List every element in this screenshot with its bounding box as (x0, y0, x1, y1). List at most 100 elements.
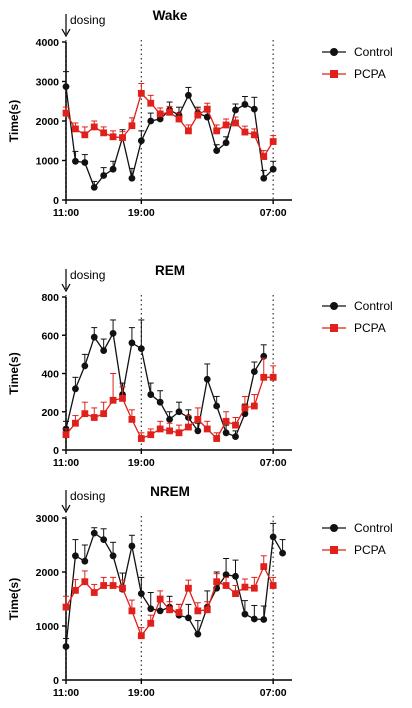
data-point (203, 606, 211, 614)
data-point (137, 632, 145, 640)
chart-title: REM (155, 263, 185, 278)
data-point (109, 396, 117, 404)
data-point (241, 128, 249, 136)
data-point (185, 614, 192, 622)
x-tick-label: 07:00 (260, 457, 287, 469)
data-point (194, 427, 202, 435)
dosing-label: dosing (70, 13, 105, 27)
data-point (81, 159, 89, 166)
y-tick-label: 2000 (36, 567, 60, 579)
data-point (147, 605, 155, 613)
data-point (232, 572, 239, 580)
data-point (222, 417, 230, 425)
data-point (156, 398, 164, 406)
data-point (100, 347, 108, 354)
y-axis-title: Time(s) (7, 100, 21, 142)
data-point (185, 91, 192, 99)
data-point (260, 153, 268, 160)
data-point (100, 536, 108, 543)
data-point (213, 578, 221, 586)
data-point (232, 433, 239, 441)
y-tick-label: 0 (53, 445, 59, 457)
series-pcpa (62, 555, 277, 640)
data-point (81, 557, 89, 565)
data-point (260, 616, 268, 623)
data-point (260, 373, 268, 381)
x-tick-label: 19:00 (128, 457, 155, 469)
legend: Control PCPA (322, 299, 393, 335)
data-point (213, 147, 221, 155)
data-point (175, 429, 183, 437)
data-point (269, 533, 277, 541)
series-control (62, 522, 286, 650)
data-point (100, 172, 108, 179)
data-point (62, 83, 70, 91)
data-point (109, 582, 117, 589)
dosing-label: dosing (70, 268, 105, 282)
data-point (213, 435, 221, 442)
data-point (185, 584, 192, 592)
data-point (62, 603, 70, 611)
dosing-arrow-icon (61, 283, 71, 293)
data-point (128, 607, 136, 615)
data-point (269, 373, 277, 381)
y-tick-label: 3000 (36, 77, 60, 89)
legend-label: PCPA (354, 67, 386, 81)
data-point (194, 416, 202, 423)
data-point (213, 127, 221, 135)
data-point (156, 425, 164, 433)
legend: Control PCPA (322, 521, 393, 557)
data-point (250, 368, 258, 375)
legend-marker (330, 70, 338, 78)
data-point (260, 563, 268, 570)
data-point (175, 408, 183, 416)
dosing-arrow-icon (61, 28, 71, 38)
data-point (147, 99, 155, 107)
data-point (185, 127, 192, 135)
series-control (62, 319, 268, 441)
data-point (222, 121, 230, 129)
data-point (166, 108, 173, 116)
data-point (137, 89, 145, 97)
data-point (166, 416, 173, 423)
data-point (156, 115, 164, 123)
data-point (72, 125, 79, 133)
data-point (232, 119, 239, 127)
y-tick-label: 4000 (36, 37, 60, 49)
data-point (72, 552, 79, 560)
data-point (147, 619, 155, 627)
legend-label: PCPA (354, 321, 386, 335)
data-point (250, 615, 258, 623)
data-point (128, 174, 136, 182)
data-point (109, 329, 117, 337)
y-tick-label: 2000 (36, 116, 60, 128)
data-point (128, 542, 136, 550)
data-point (269, 138, 277, 145)
data-point (203, 375, 211, 383)
chart-panel-wake: Wake dosing 0 1000 2000 3000 4000 Time(s) 11:00 1… (7, 8, 393, 219)
x-tick-label: 19:00 (128, 687, 155, 699)
data-point (90, 333, 98, 341)
y-tick-label: 0 (53, 675, 59, 687)
x-tick-label: 19:00 (128, 207, 155, 219)
legend-label: Control (354, 521, 393, 535)
data-point (119, 134, 126, 141)
data-point (222, 571, 230, 579)
data-point (250, 105, 258, 113)
data-point (137, 345, 145, 353)
y-tick-label: 1000 (36, 621, 60, 633)
data-point (72, 419, 79, 427)
data-point (250, 584, 258, 592)
data-point (250, 402, 258, 410)
legend-label: PCPA (354, 543, 386, 557)
data-point (90, 123, 98, 131)
data-point (90, 589, 98, 596)
legend-label: Control (354, 299, 393, 313)
data-point (279, 549, 286, 557)
x-tick-label: 11:00 (53, 457, 79, 469)
series-pcpa (62, 82, 277, 160)
data-point (62, 431, 70, 439)
data-point (203, 105, 211, 113)
data-point (156, 110, 164, 118)
